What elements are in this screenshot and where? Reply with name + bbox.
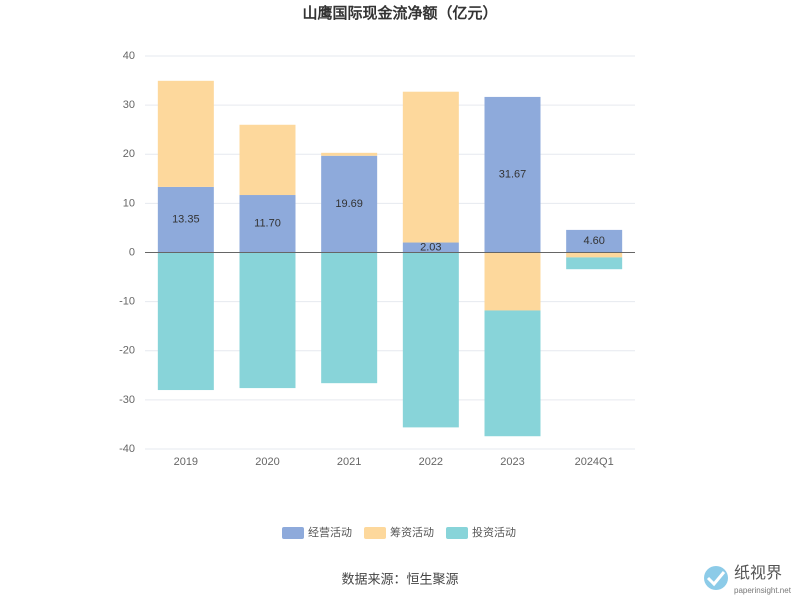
bar-segment [157,252,214,391]
bar-segment [566,257,623,270]
bar-segment [484,96,541,253]
x-tick-label: 2021 [337,456,361,468]
bar-segment [566,229,623,253]
y-tick-label: -10 [119,296,135,308]
watermark: 纸视界 paperinsight.net [704,564,792,595]
bar-segment [157,186,214,253]
y-tick-label: 10 [123,197,135,209]
legend-swatch [446,527,468,539]
bar-segment [402,91,459,243]
data-label: 13.35 [172,214,200,226]
source: 数据来源：恒生聚源 [341,571,458,586]
bar-segment [239,252,296,389]
x-tick-label: 2024Q1 [575,456,614,468]
legend-swatch [364,527,386,539]
watermark-url: paperinsight.net [734,586,792,595]
x-tick-label: 2022 [419,456,443,468]
x-tick-label: 2023 [500,456,524,468]
bar-segment [239,195,296,253]
bar-segment [402,242,459,253]
bar-segment [321,152,378,156]
watermark-name: 纸视界 [734,564,782,582]
bar-segment [321,252,378,384]
data-label: 2.03 [420,241,441,253]
bar-segment [321,155,378,253]
data-label: 31.67 [499,169,527,181]
legend-label: 经营活动 [308,525,352,539]
data-label: 11.70 [254,218,281,230]
y-tick-label: -40 [119,443,135,455]
bar-segment [239,124,296,196]
legend-swatch [282,527,304,539]
logo-check [706,571,726,587]
y-tick-label: 20 [123,148,135,160]
logo [704,566,728,590]
y-tick-label: -30 [119,394,135,406]
chart-title: 山鹰国际现金流净额（亿元） [302,4,497,22]
x-tick-label: 2019 [174,456,198,468]
legend-label: 筹资活动 [390,525,434,539]
bar-segment [157,80,214,187]
y-tick-label: 0 [129,246,135,258]
y-tick-label: 40 [123,50,135,62]
legend-label: 投资活动 [472,525,516,539]
data-label: 19.69 [335,198,363,210]
data-label: 4.60 [583,235,604,247]
x-tick-label: 2020 [255,456,279,468]
y-tick-label: -20 [119,345,135,357]
bar-segment [484,252,541,311]
bar-segment [566,252,623,258]
y-tick-label: 30 [123,99,135,111]
bar-segment [402,252,459,428]
bar-segment [484,310,541,437]
